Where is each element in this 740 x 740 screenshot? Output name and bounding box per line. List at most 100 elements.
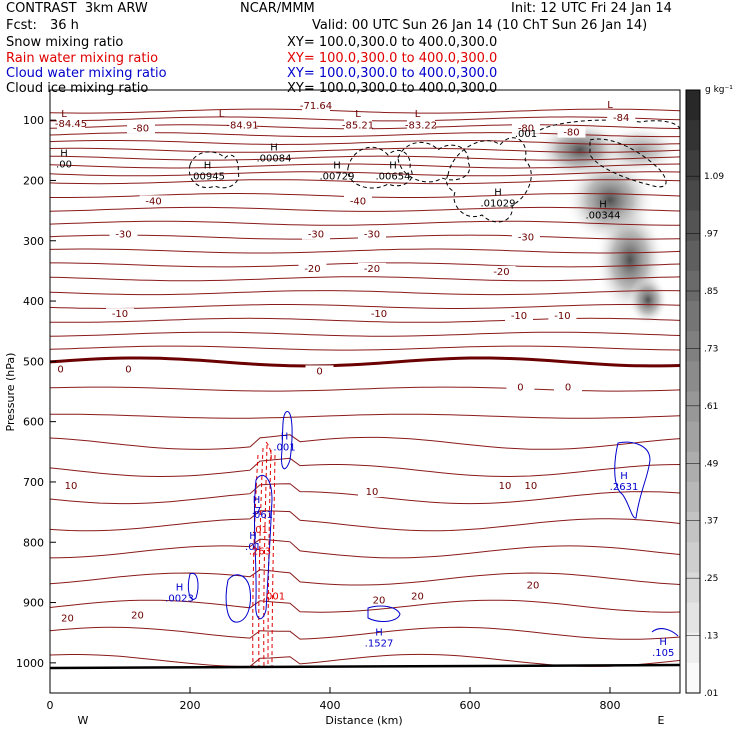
x-tick-label: 800 <box>600 699 621 712</box>
x-tick-label: 600 <box>460 699 481 712</box>
y-tick-label: 700 <box>23 476 44 489</box>
x-tick-label: 400 <box>320 699 341 712</box>
isotherm-label: -80 <box>563 128 579 139</box>
isotherm-label: -10 <box>554 311 570 322</box>
isotherm-label-bg <box>305 365 334 377</box>
isotherm-label: -80 <box>133 123 149 134</box>
isotherm-label-bg <box>302 100 330 112</box>
isentrope-line <box>49 304 681 309</box>
isotherm-label: -30 <box>364 230 380 241</box>
extremum-value: .7 <box>252 506 262 517</box>
extremum-mark: H <box>204 160 212 171</box>
extremum-mark: L <box>61 109 67 120</box>
isotherm-label: 20 <box>373 596 386 607</box>
extremum-mark: L <box>219 109 225 120</box>
extremum-mark: H <box>494 188 502 199</box>
extremum-value: .2631 <box>610 482 639 493</box>
isotherm-label: -20 <box>304 264 320 275</box>
y-tick-label: 800 <box>23 536 44 549</box>
colorbar-band <box>686 662 700 694</box>
isotherm-label: 10 <box>366 487 379 498</box>
extremum-mark: H <box>375 628 383 639</box>
isentrope-line <box>49 331 681 337</box>
y-tick-label: 200 <box>23 174 44 187</box>
y-tick-label: 600 <box>23 416 44 429</box>
colorbar-band <box>686 602 700 634</box>
x-end-label-west: W <box>78 714 89 727</box>
isotherm-label: 20 <box>131 611 144 622</box>
isotherm-label: 0 <box>517 383 523 394</box>
isotherm-label: -30 <box>518 233 534 244</box>
colorbar-band <box>686 572 700 604</box>
isotherm-label: -83.22 <box>405 120 437 131</box>
extremum-value: .0023 <box>165 593 194 604</box>
isotherm-label: -71.64 <box>300 101 332 112</box>
extremum-mark: H <box>620 471 628 482</box>
isotherm-label-bg <box>344 119 372 131</box>
isotherm-label: -20 <box>364 264 380 275</box>
colorbar-level-label: .37 <box>704 517 718 527</box>
isotherm-label-bg <box>139 195 168 207</box>
isentrope-line <box>49 569 681 586</box>
isotherm-label-bg <box>516 479 545 491</box>
colorbar-band <box>686 481 700 513</box>
isotherm-label: 20 <box>411 591 424 602</box>
isotherm-label-bg <box>487 265 516 277</box>
colorbar-band <box>686 90 700 121</box>
isotherm-label: -10 <box>112 309 128 320</box>
colorbar-band <box>686 542 700 573</box>
isotherm-label: 10 <box>525 481 538 492</box>
isentrope-line <box>49 386 681 392</box>
isotherm-label: -84 <box>613 113 629 124</box>
extremum-mark: H <box>270 142 278 153</box>
isentrope-line <box>49 290 681 296</box>
colorbar: 1.09 .97 .85 .73 .61 .49 .37 .25 .13 .01 <box>685 89 724 699</box>
x-axis-label: Distance (km) <box>325 714 402 727</box>
isotherm-label-bg <box>407 119 435 131</box>
isotherm-label-bg <box>607 112 636 124</box>
y-tick-label: 400 <box>23 295 44 308</box>
field-xy-snow: XY= 100.0,300.0 to 400.0,300.0 <box>287 35 498 50</box>
isotherm-label-bg <box>228 119 257 131</box>
extremum-value: .01029 <box>481 199 516 210</box>
surface-line <box>49 663 681 670</box>
isotherm-label-bg <box>548 309 577 321</box>
y-tick-label: 100 <box>23 114 44 127</box>
colorbar-band <box>686 301 700 332</box>
isotherm-label-bg <box>554 381 582 393</box>
extremum-value: .001 <box>263 592 285 603</box>
isotherm-label: 0 <box>125 365 131 376</box>
isentrope-line <box>49 171 681 177</box>
isotherm-label-bg <box>127 122 155 134</box>
isentrope-line <box>49 434 681 450</box>
isotherm-label-bg <box>365 308 393 320</box>
colorbar-band <box>686 361 700 392</box>
isotherm-label: -40 <box>145 196 161 207</box>
isentrope-line <box>49 626 681 640</box>
isentrope-line <box>49 510 681 532</box>
isentrope-line <box>49 163 681 169</box>
isentrope-line <box>49 276 681 282</box>
x-tick-label: 0 <box>47 699 54 712</box>
colorbar-band <box>686 331 700 362</box>
extremum-value: .00 <box>56 159 72 170</box>
y-axis-label: Pressure (hPa) <box>4 353 17 432</box>
isotherm-label: -30 <box>115 230 131 241</box>
isentrope-line <box>49 356 681 368</box>
model-title: CONTRAST 3km ARW <box>6 1 148 16</box>
isotherm-label-bg <box>519 579 547 591</box>
colorbar-level-label: .61 <box>704 402 718 412</box>
isotherm-label-bg <box>114 363 143 375</box>
isotherm-label-bg <box>512 122 540 134</box>
colorbar-band <box>686 451 700 483</box>
colorbar-band <box>686 120 700 151</box>
isentrope-line <box>49 140 681 146</box>
colorbar-unit: g kg⁻¹ <box>705 85 733 95</box>
plot-frame <box>49 89 681 694</box>
y-tick-label: 300 <box>23 235 44 248</box>
extremum-value: .01 <box>245 542 261 553</box>
field-name-snow: Snow mixing ratio <box>6 35 124 50</box>
extremum-mark: H <box>176 582 184 593</box>
extremum-mark: L <box>415 109 421 120</box>
extremum-value: .01 <box>252 525 268 536</box>
